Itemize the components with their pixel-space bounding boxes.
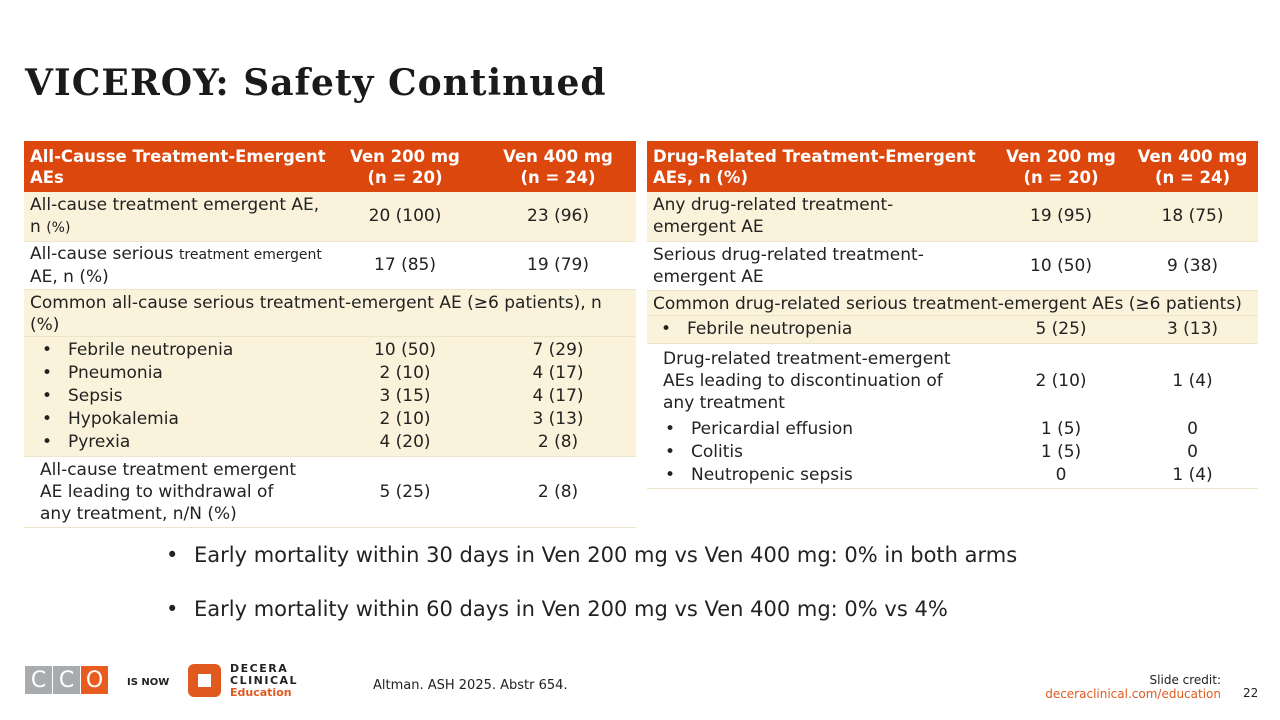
table-row: Common drug-related serious treatment-em… (647, 290, 1258, 316)
table-row: Febrile neutropenia 5 (25)3 (13) (647, 315, 1258, 344)
bullet-30-day-mortality: Early mortality within 30 days in Ven 20… (166, 540, 1017, 594)
header-ven400: Ven 400 mg (n = 24) (480, 141, 636, 192)
decera-logo-icon (188, 664, 221, 697)
table-row: Common all-cause serious treatment-emerg… (24, 289, 636, 337)
decera-logo-text: DECERA CLINICAL Education (230, 662, 299, 699)
table-row: Pericardial effusionColitisNeutropenic s… (647, 418, 1258, 489)
header-label: Drug-Related Treatment-Emergent AEs, n (… (647, 141, 995, 192)
key-findings-list: Early mortality within 30 days in Ven 20… (166, 540, 1017, 648)
page-number: 22 (1243, 686, 1259, 700)
is-now-label: IS NOW (127, 677, 170, 688)
drug-related-ae-table: Drug-Related Treatment-Emergent AEs, n (… (647, 141, 1258, 489)
table-row: All-cause treatment emergent AE leading … (24, 456, 636, 528)
citation: Altman. ASH 2025. Abstr 654. (373, 678, 568, 693)
table-row: Febrile neutropeniaPneumoniaSepsisHypoka… (24, 336, 636, 457)
table-row: Serious drug-related treatment-emergent … (647, 241, 1258, 291)
header-ven200: Ven 200 mg (n = 20) (995, 141, 1127, 192)
credit-link[interactable]: deceraclinical.com/education (1045, 687, 1221, 701)
slide-title: VICEROY: Safety Continued (25, 62, 607, 104)
table-row: All-cause serious treatment emergent AE,… (24, 241, 636, 290)
header-label: All-Causse Treatment-Emergent AEs (24, 141, 330, 192)
table-row: Any drug-related treatment-emergent AE 1… (647, 192, 1258, 242)
header-ven200: Ven 200 mg (n = 20) (330, 141, 480, 192)
slide-credit: Slide credit: deceraclinical.com/educati… (1045, 673, 1221, 701)
table-row: All-cause treatment emergent AE, n (%) 2… (24, 192, 636, 242)
header-ven400: Ven 400 mg (n = 24) (1127, 141, 1258, 192)
all-cause-ae-table: All-Causse Treatment-Emergent AEs Ven 20… (24, 141, 636, 528)
bullet-60-day-mortality: Early mortality within 60 days in Ven 20… (166, 594, 1017, 648)
